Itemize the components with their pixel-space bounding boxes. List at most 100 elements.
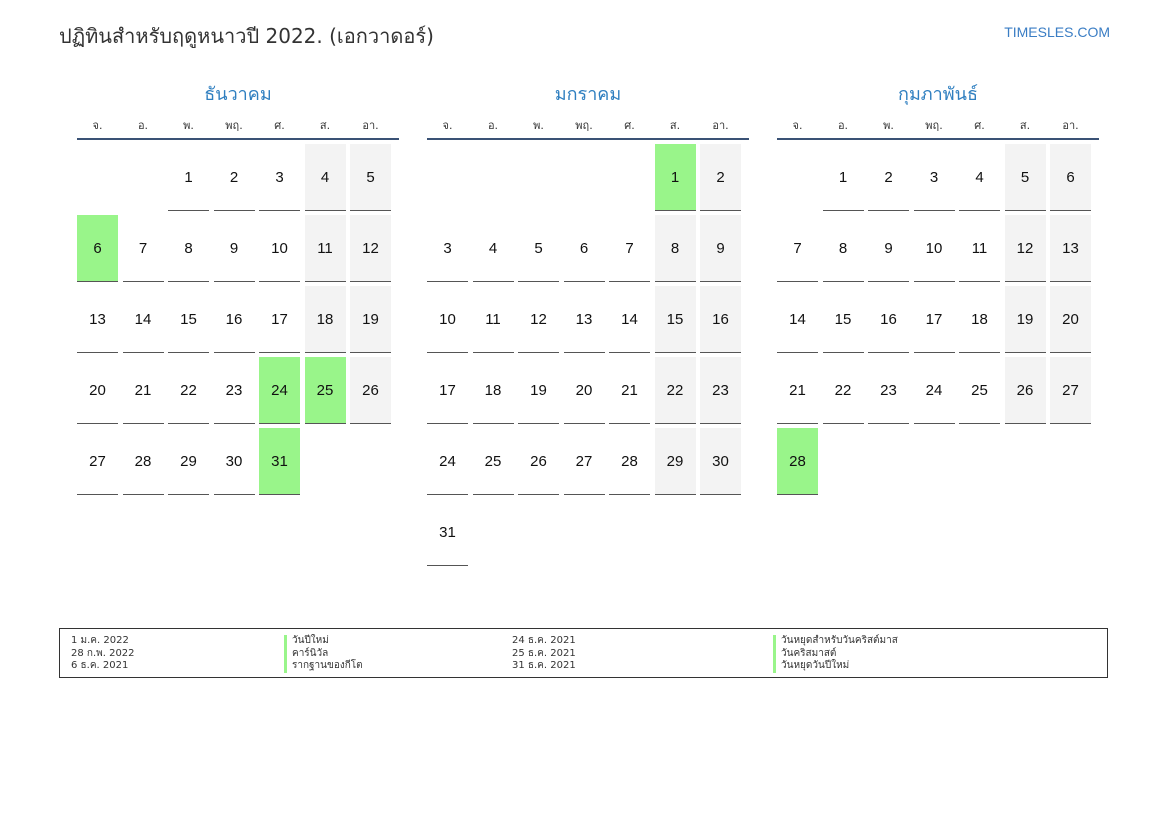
day-cell: 23: [700, 357, 741, 424]
day-cell: 4: [304, 144, 346, 211]
weekday-label: จ.: [442, 119, 453, 132]
legend-names-left: วันปีใหม่ คาร์นิวัล รากฐานของกีโต: [284, 635, 363, 673]
day-cell: 24: [913, 357, 955, 424]
legend-holiday-name: วันหยุดสำหรับวันคริสต์มาส: [773, 635, 898, 648]
empty-cell: [473, 144, 514, 211]
day-cell: 8: [822, 215, 864, 282]
weekday-label: จ.: [792, 119, 803, 132]
weekday-label: พฤ.: [575, 119, 593, 132]
day-cell: 20: [1050, 286, 1091, 353]
empty-cell: [564, 144, 605, 211]
day-cell: 17: [427, 357, 468, 424]
day-cell: 3: [427, 215, 468, 282]
day-cell: 6: [1050, 144, 1091, 211]
day-cell: 9: [700, 215, 741, 282]
day-cell: 18: [304, 286, 346, 353]
day-cell: 26: [518, 428, 559, 495]
day-cell: 13: [77, 286, 118, 353]
day-cell: 10: [259, 215, 300, 282]
month-name: มกราคม: [554, 84, 622, 105]
day-cell: 18: [959, 286, 1000, 353]
holiday-day-cell: 28: [777, 428, 818, 495]
day-cell: 25: [959, 357, 1000, 424]
day-cell: 20: [563, 357, 605, 424]
day-cell: 16: [213, 286, 255, 353]
day-cell: 15: [822, 286, 864, 353]
day-cell: 14: [777, 286, 818, 353]
legend-date: 31 ธ.ค. 2021: [512, 660, 576, 671]
day-cell: 8: [654, 215, 696, 282]
legend-date: 25 ธ.ค. 2021: [512, 647, 576, 659]
day-cell: 2: [213, 144, 255, 211]
empty-cell: [777, 144, 818, 211]
legend-date: 28 ก.พ. 2022: [71, 647, 135, 659]
holiday-day-cell: 1: [654, 144, 696, 211]
day-cell: 19: [518, 357, 559, 424]
day-cell: 27: [77, 428, 118, 495]
day-cell: 7: [609, 215, 650, 282]
day-cell: 3: [913, 144, 955, 211]
day-cell: 1: [168, 144, 209, 211]
weekday-label: ศ.: [274, 119, 285, 132]
weekday-label: ส.: [319, 119, 331, 132]
day-cell: 5: [1004, 144, 1046, 211]
day-cell: 30: [700, 428, 741, 495]
day-cell: 22: [654, 357, 696, 424]
empty-cell: [77, 144, 118, 211]
day-cell: 11: [304, 215, 346, 282]
day-cell: 21: [609, 357, 650, 424]
day-cell: 14: [122, 286, 164, 353]
day-cell: 10: [427, 286, 468, 353]
day-cell: 9: [213, 215, 255, 282]
day-cell: 14: [609, 286, 650, 353]
day-cell: 6: [563, 215, 605, 282]
legend-date: 24 ธ.ค. 2021: [512, 635, 576, 646]
day-cell: 3: [259, 144, 300, 211]
day-grid: 1 2 3 4 5 6 7 8 9 10 11 12 13 14 15 16 17 18 19 20 21 22 23 24 2…: [77, 144, 399, 495]
day-cell: 17: [913, 286, 955, 353]
weekday-label: ส.: [669, 119, 681, 132]
weekday-label: ศ.: [624, 119, 635, 132]
day-cell: 23: [213, 357, 255, 424]
month-name: กุมภาพันธ์: [898, 84, 978, 105]
month-name: ธันวาคม: [204, 84, 272, 105]
weekday-label: จ.: [92, 119, 103, 132]
weekday-label: อ.: [837, 119, 849, 132]
weekday-label: อ.: [487, 119, 499, 132]
weekday-label: พ.: [533, 119, 544, 132]
day-cell: 21: [777, 357, 818, 424]
day-cell: 28: [609, 428, 650, 495]
weekday-label: อา.: [712, 119, 729, 132]
day-cell: 4: [959, 144, 1000, 211]
empty-cell: [609, 144, 650, 211]
day-cell: 18: [472, 357, 514, 424]
legend-dates-right: 24 ธ.ค. 2021 25 ธ.ค. 2021 31 ธ.ค. 2021: [512, 635, 576, 673]
day-cell: 16: [868, 286, 909, 353]
day-cell: 12: [1004, 215, 1046, 282]
day-cell: 4: [472, 215, 514, 282]
day-cell: 2: [868, 144, 909, 211]
legend-holiday-name: คาร์นิวัล: [284, 647, 363, 660]
day-cell: 7: [777, 215, 818, 282]
day-cell: 11: [472, 286, 514, 353]
day-cell: 28: [122, 428, 164, 495]
day-cell: 26: [350, 357, 391, 424]
empty-cell: [427, 144, 468, 211]
holiday-day-cell: 25: [304, 357, 346, 424]
weekday-label: อา.: [1062, 119, 1079, 132]
day-cell: 25: [472, 428, 514, 495]
day-cell: 27: [1050, 357, 1091, 424]
holiday-legend: 1 ม.ค. 2022 28 ก.พ. 2022 6 ธ.ค. 2021 วัน…: [59, 628, 1108, 678]
site-link[interactable]: TIMESLES.COM: [1004, 24, 1110, 40]
day-cell: 21: [122, 357, 164, 424]
legend-holiday-name: วันหยุดวันปีใหม่: [773, 660, 898, 673]
legend-holiday-name: วันคริสมาสต์: [773, 647, 898, 660]
legend-holiday-name: รากฐานของกีโต: [284, 660, 363, 673]
legend-date: 1 ม.ค. 2022: [71, 635, 129, 646]
day-cell: 23: [868, 357, 909, 424]
holiday-day-cell: 24: [259, 357, 300, 424]
day-cell: 22: [168, 357, 209, 424]
day-cell: 19: [1004, 286, 1046, 353]
